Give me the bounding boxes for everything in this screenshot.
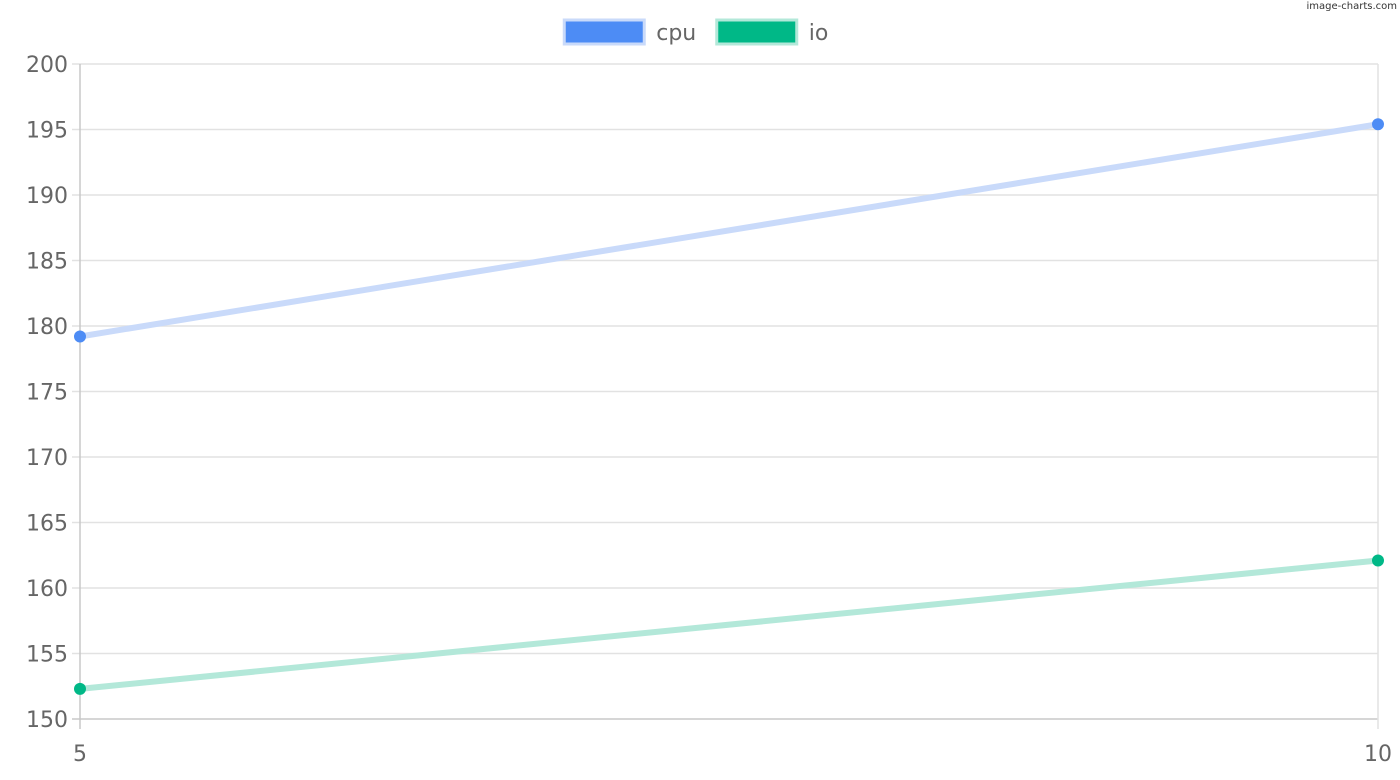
- data-point-io: [1372, 554, 1384, 567]
- legend-swatch-cpu: [562, 18, 646, 46]
- legend: cpu io: [562, 18, 829, 46]
- y-tick-label: 180: [26, 315, 68, 340]
- x-tick-label: 10: [1364, 742, 1392, 767]
- y-tick-label: 175: [26, 381, 68, 406]
- legend-swatch-io: [715, 18, 799, 46]
- y-tick-label: 150: [26, 708, 68, 733]
- y-tick-label: 160: [26, 577, 68, 602]
- series-line-cpu: [77, 121, 1381, 340]
- y-tick-label: 200: [26, 53, 68, 78]
- grid: [72, 63, 1379, 729]
- y-tick-label: 195: [26, 119, 68, 144]
- watermark-text: image-charts.com: [1307, 1, 1398, 12]
- data-point-cpu: [74, 330, 86, 343]
- y-tick-label: 170: [26, 446, 68, 471]
- data-point-io: [74, 682, 86, 695]
- legend-label-io: io: [809, 21, 829, 46]
- series-group: [74, 118, 1384, 695]
- axes: 150 155 160 165 170 175 180 185 190 195 200 5 10: [26, 53, 1392, 767]
- y-tick-label: 155: [26, 643, 68, 668]
- x-tick-label: 5: [73, 742, 87, 767]
- data-point-cpu: [1372, 118, 1384, 131]
- y-tick-label: 165: [26, 512, 68, 537]
- legend-label-cpu: cpu: [656, 21, 696, 46]
- series-line-io: [77, 557, 1381, 692]
- y-tick-label: 185: [26, 250, 68, 275]
- y-tick-label: 190: [26, 184, 68, 209]
